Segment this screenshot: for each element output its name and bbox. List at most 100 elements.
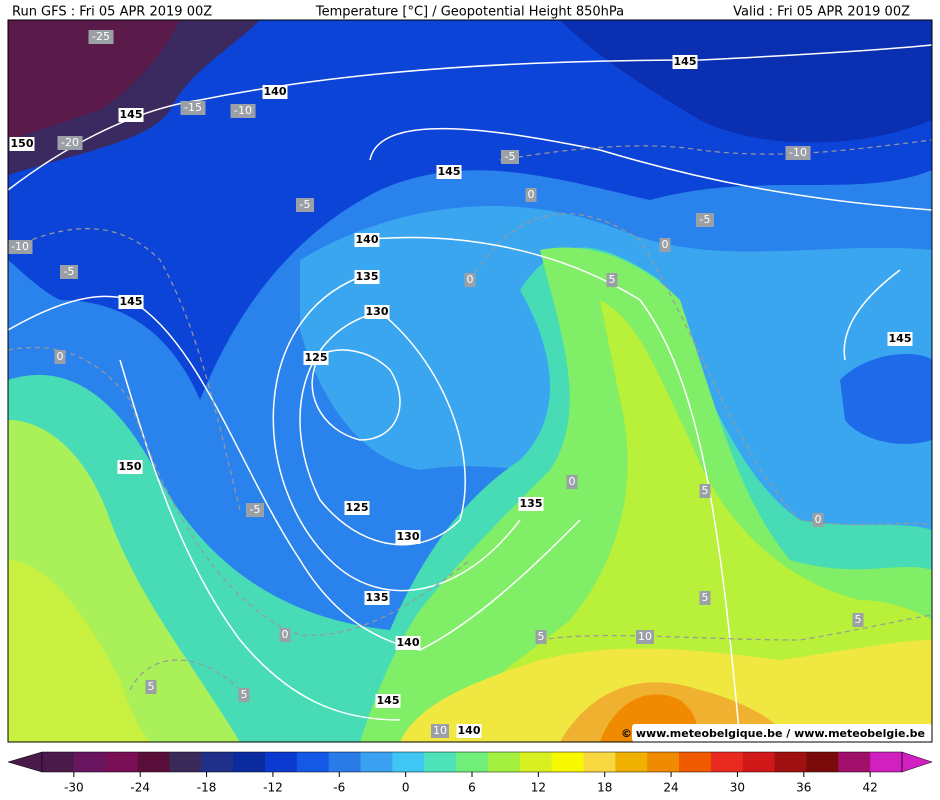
height-label: 140	[458, 724, 481, 737]
header-title: Temperature [°C] / Geopotential Height 8…	[315, 5, 624, 20]
height-label-box	[395, 530, 421, 544]
temperature-label-box	[636, 630, 654, 644]
temperature-label-box	[852, 613, 864, 627]
height-label-box	[887, 332, 913, 346]
temperature-label: 0	[815, 513, 822, 526]
height-label: 145	[377, 694, 400, 707]
temperature-label: 10	[638, 630, 652, 643]
temperature-label-box	[464, 273, 476, 287]
map-frame	[7, 19, 933, 743]
temperature-label-box	[525, 188, 537, 202]
colorbar-swatch	[806, 752, 839, 772]
height-label-box	[375, 694, 401, 708]
temperature-label: 0	[569, 475, 576, 488]
temperature-label: -15	[184, 101, 202, 114]
colorbar-arrow-left	[7, 751, 43, 773]
temperature-label: 5	[241, 688, 248, 701]
colorbar-tick-label: 6	[468, 781, 476, 795]
height-label-box	[303, 351, 329, 365]
temperature-label-box	[54, 350, 66, 364]
height-label: 130	[397, 530, 420, 543]
colorbar-swatch	[551, 752, 584, 772]
credit: © www.meteobelgique.be / www.meteobelgie…	[621, 727, 925, 740]
colorbar-swatch	[710, 752, 744, 772]
height-label: 135	[356, 270, 379, 283]
colorbar-swatch	[615, 752, 648, 772]
temperature-label-box	[180, 101, 206, 115]
temperature-label-box	[230, 104, 256, 118]
colorbar-swatch	[456, 752, 489, 772]
temperature-label-box	[279, 628, 291, 642]
atlantic-warmer	[8, 560, 150, 742]
header-run: Run GFS : Fri 05 APR 2019 00Z	[12, 5, 212, 20]
height-label: 140	[397, 636, 420, 649]
height-label: 150	[11, 137, 34, 150]
temperature-label: 0	[467, 273, 474, 286]
contour-labels: 145 140 145 145 140 135 130 125 145 150 125 130 135 1…	[8, 30, 913, 738]
temperature-label: -10	[11, 240, 29, 253]
colorbar-tick-label: -6	[333, 781, 345, 795]
colorbar-swatch	[296, 752, 330, 772]
colorbar-tick-label: 42	[863, 781, 878, 795]
temperature-label-box	[8, 240, 33, 254]
temperature-label: -25	[92, 30, 110, 43]
header-valid: Valid : Fri 05 APR 2019 00Z	[733, 5, 910, 20]
colorbar: -30 -24 -18 -12 -6 0 6 12 18 24 30 36 42	[7, 751, 933, 795]
temperature-label-box	[812, 513, 824, 527]
colorbar-swatch	[774, 752, 807, 772]
colorbar-tick-label: 0	[402, 781, 410, 795]
colorbar-tick-label: -12	[263, 781, 283, 795]
colorbar-tick-label: 18	[597, 781, 612, 795]
temperature-label-box	[501, 150, 519, 164]
colorbar-swatch	[583, 752, 616, 772]
colorbar-swatch	[137, 752, 170, 772]
height-label: 145	[889, 332, 912, 345]
colorbar-tick-label: 24	[663, 781, 678, 795]
temperature-label: -10	[789, 146, 807, 159]
colorbar-tick-label: -24	[130, 781, 150, 795]
temperature-label: 5	[148, 680, 155, 693]
colorbar-arrow-right	[901, 751, 933, 773]
cool-pocket	[840, 354, 932, 444]
colorbar-swatch	[169, 752, 202, 772]
colorbar-swatch	[392, 752, 425, 772]
temperature-label: 0	[282, 628, 289, 641]
temperature-label: -5	[300, 198, 311, 211]
temperature-label-box	[60, 265, 78, 279]
colorbar-tick-label: -30	[64, 781, 84, 795]
colorbar-swatch	[519, 752, 553, 772]
height-label: 145	[438, 165, 461, 178]
temperature-label: -5	[64, 265, 75, 278]
temperature-label: 5	[538, 630, 545, 643]
height-label-box	[364, 305, 390, 319]
colorbar-swatch	[105, 752, 139, 772]
height-label-box	[354, 233, 380, 247]
temperature-label: 5	[855, 613, 862, 626]
temperature-label-box	[431, 724, 449, 738]
temperature-label-box	[696, 213, 714, 227]
height-label: 125	[305, 351, 328, 364]
height-label-box	[344, 501, 370, 515]
height-label-box	[436, 165, 462, 179]
height-label: 135	[520, 497, 543, 510]
height-label-box	[364, 591, 390, 605]
temperature-label: -5	[250, 503, 261, 516]
colorbar-swatch	[73, 752, 107, 772]
colorbar-swatch	[328, 752, 362, 772]
height-label: 145	[120, 108, 143, 121]
temperature-label-box	[566, 475, 578, 489]
height-label: 125	[346, 501, 369, 514]
colorbar-swatch	[201, 752, 234, 772]
temperature-label: 5	[609, 273, 616, 286]
colorbar-tick-label: 30	[730, 781, 745, 795]
temperature-label-box	[88, 30, 114, 44]
temperature-label: 0	[662, 238, 669, 251]
temperature-label-box	[699, 484, 711, 498]
height-label: 135	[366, 591, 389, 604]
height-label-box	[456, 724, 482, 738]
temperature-label-box	[699, 591, 711, 605]
temperature-label: 10	[433, 724, 447, 737]
map-area: 145 140 145 145 140 135 130 125 145 150 125 130 135 1…	[8, 20, 932, 742]
temperature-label-box	[606, 273, 618, 287]
